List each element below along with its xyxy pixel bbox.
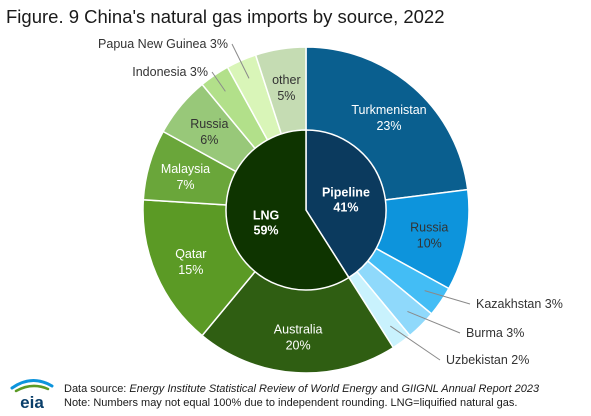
source-and: and [377,383,402,395]
note-line: Note: Numbers may not equal 100% due to … [64,397,518,409]
chart-footer: Data source: Energy Institute Statistica… [64,382,539,410]
source-prefix: Data source: [64,383,130,395]
inner-value-lng: 59% [254,224,279,238]
outer-value-lng-australia: 20% [286,338,311,352]
outer-slice-lng-australia [201,208,395,374]
outer-label-lng-malaysia: Malaysia [161,162,210,176]
outer-value-pipeline-turkmenistan: 23% [376,119,401,133]
inner-label-pipeline: Pipeline [322,185,370,199]
leader-line-pipeline-kazakhstan [424,290,471,305]
outer-label-lng-other: other [272,73,301,87]
leader-line-lng-indonesia [211,71,226,92]
outer-value-lng-qatar: 15% [178,263,203,277]
leader-line-pipeline-burma [407,310,461,334]
outer-label-lng-australia: Australia [274,322,323,336]
outer-label-lng-russia: Russia [190,117,228,131]
outer-label-pipeline-kazakhstan: Kazakhstan 3% [476,297,563,311]
outer-value-lng-other: 5% [277,89,295,103]
inner-label-lng: LNG [253,209,279,223]
inner-value-pipeline: 41% [333,200,358,214]
eia-logo: eia [10,379,54,412]
leader-line-pipeline-uzbekistan [390,325,441,361]
outer-value-pipeline-russia: 10% [417,237,442,251]
outer-value-lng-russia: 6% [200,133,218,147]
chart-title: Figure. 9 China's natural gas imports by… [6,6,445,27]
source-title-1: Energy Institute Statistical Review of W… [129,383,378,395]
outer-label-lng-indonesia: Indonesia 3% [132,65,208,79]
inner-ring [225,129,387,291]
logo-wordmark: eia [20,393,44,412]
outer-label-pipeline-burma: Burma 3% [466,326,524,340]
outer-label-pipeline-uzbekistan: Uzbekistan 2% [446,353,529,367]
outer-label-pipeline-russia: Russia [410,221,448,235]
outer-label-pipeline-turkmenistan: Turkmenistan [351,103,426,117]
outer-label-lng-papua-new-guinea: Papua New Guinea 3% [98,37,228,51]
data-source-line: Data source: Energy Institute Statistica… [64,382,539,396]
inner-slice-lng [225,129,350,291]
outer-label-lng-qatar: Qatar [175,247,206,261]
source-title-2: GIIGNL Annual Report 2023 [401,383,540,395]
outer-value-lng-malaysia: 7% [176,178,194,192]
leader-line-lng-papua-new-guinea [231,43,250,79]
